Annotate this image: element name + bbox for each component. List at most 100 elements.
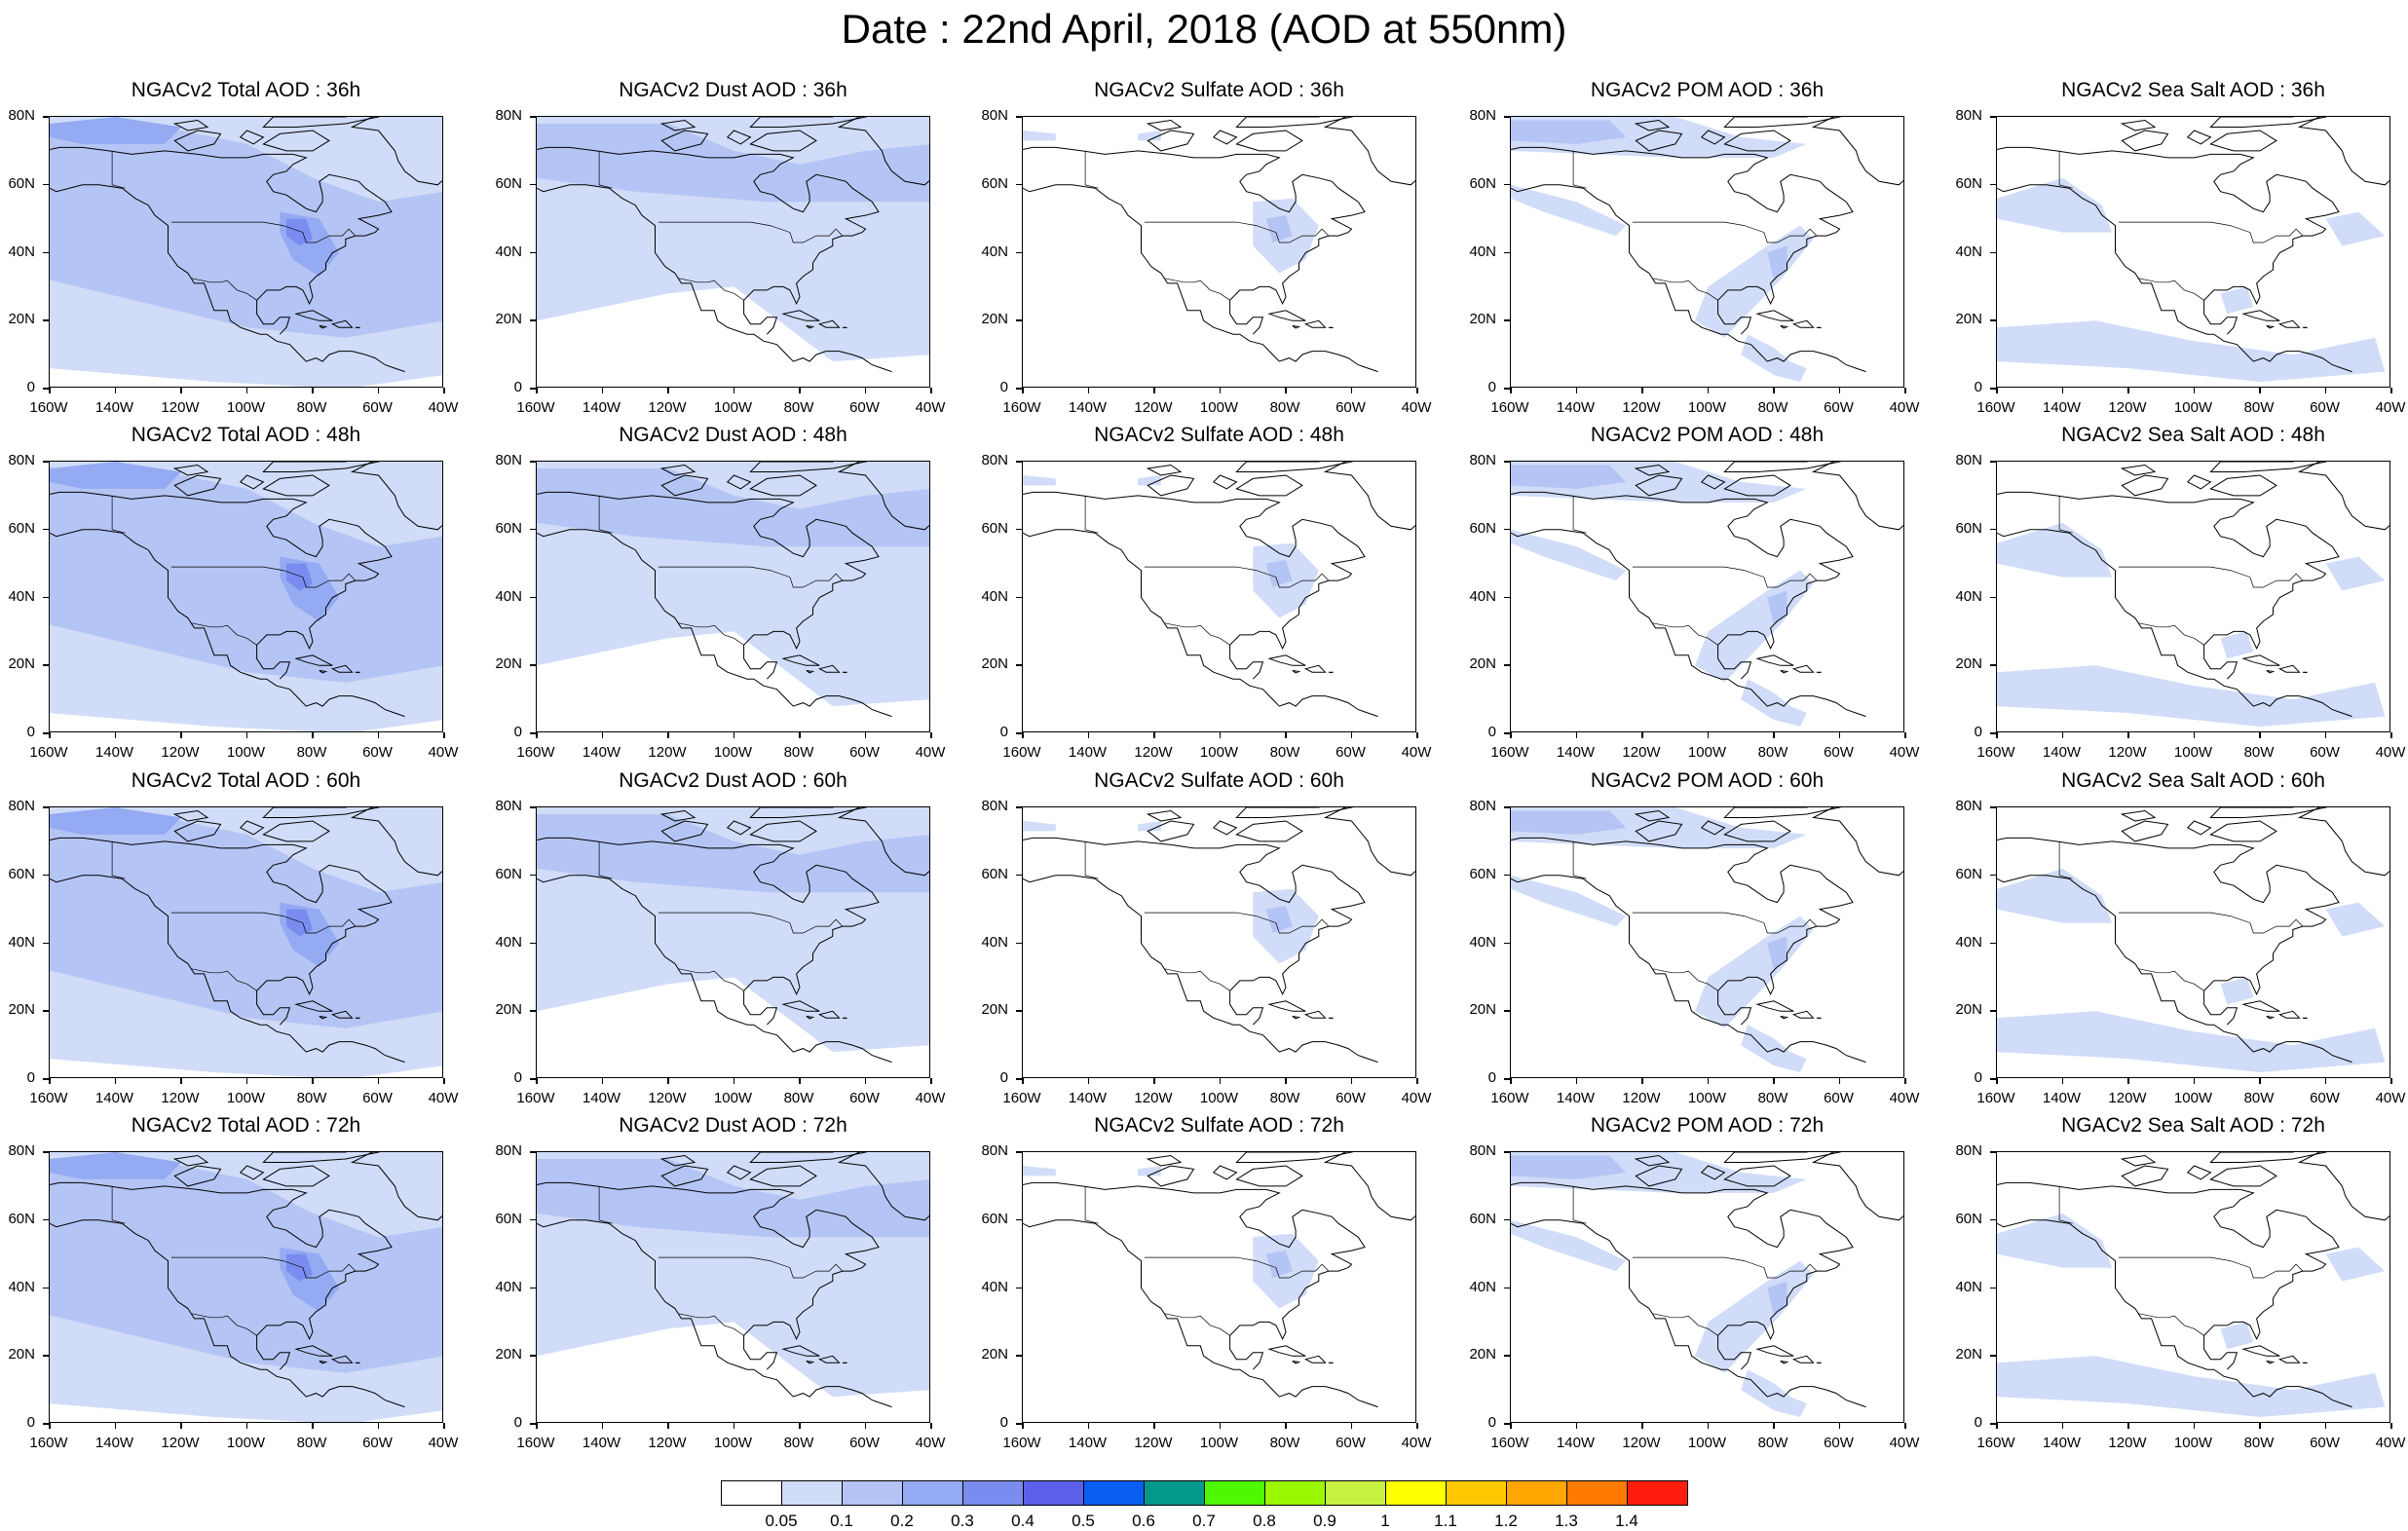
- colorbar-label: 0.4: [1011, 1512, 1035, 1530]
- lon-tick-label: 160W: [1490, 744, 1529, 761]
- lon-tick-label: 40W: [1889, 1090, 1920, 1106]
- island-outline: [726, 474, 752, 490]
- island-outline: [262, 130, 330, 152]
- lon-tick-label: 160W: [1002, 1435, 1041, 1451]
- lon-tick: [733, 1078, 734, 1084]
- coastline: [1023, 146, 1366, 335]
- lat-tick: [1504, 1218, 1510, 1221]
- lon-tick: [49, 1423, 51, 1429]
- lon-tick: [1904, 732, 1906, 738]
- lat-tick-label: 60N: [495, 174, 522, 192]
- island-outline: [294, 654, 333, 666]
- lon-tick: [443, 388, 445, 393]
- lat-tick-label: 40N: [8, 1278, 35, 1295]
- lon-tick: [1087, 732, 1089, 738]
- lat-tick: [1990, 1355, 1996, 1357]
- map-svg: [1023, 462, 1415, 718]
- lon-tick: [1838, 732, 1840, 738]
- lat-tick: [530, 461, 536, 463]
- lon-tick: [1219, 1078, 1221, 1084]
- lat-tick-label: 0: [999, 1069, 1008, 1086]
- lon-tick: [733, 1423, 734, 1429]
- country-border: [1652, 968, 1718, 991]
- aod-field: [2220, 631, 2254, 659]
- map-svg: [50, 462, 442, 731]
- map-svg: [1511, 1152, 1903, 1417]
- aod-field: [1695, 915, 1814, 1028]
- lon-tick: [1641, 1423, 1643, 1429]
- lon-tick: [536, 1423, 538, 1429]
- lon-tick-label: 160W: [516, 399, 555, 416]
- lon-tick: [1219, 1423, 1221, 1429]
- aod-field: [1997, 1356, 2386, 1417]
- lon-tick: [1707, 732, 1709, 738]
- lat-tick: [1504, 806, 1510, 808]
- island-outline: [2241, 310, 2280, 321]
- lat-tick: [530, 1151, 536, 1153]
- panel-title: NGACv2 Sea Salt AOD : 72h: [2061, 1114, 2325, 1137]
- island-outline: [330, 664, 354, 673]
- lon-tick-label: 120W: [161, 399, 200, 416]
- lat-tick: [43, 874, 49, 877]
- country-border: [598, 495, 613, 534]
- lat-tick: [1016, 528, 1022, 531]
- coastline: [50, 1219, 405, 1408]
- lon-tick-label: 120W: [1134, 744, 1173, 761]
- lat-tick: [43, 319, 49, 321]
- lon-tick: [667, 732, 669, 738]
- lat-tick-label: 20N: [1469, 311, 1496, 328]
- lon-tick-label: 140W: [2042, 744, 2082, 761]
- lat-tick-label: 60N: [1955, 1210, 1982, 1227]
- panel-title: NGACv2 POM AOD : 36h: [1590, 79, 1825, 101]
- map-panel: NGACv2 Dust AOD : 48h 80N 60N 40N 20N 0 160W 14…: [495, 424, 945, 761]
- island-outline: [1755, 1345, 1794, 1357]
- island-outline: [1635, 130, 1683, 152]
- aod-field: [50, 468, 442, 683]
- lat-tick-label: 40N: [1469, 933, 1496, 951]
- lon-tick-label: 80W: [296, 1435, 327, 1451]
- aod-field: [1695, 225, 1814, 338]
- lon-tick: [864, 1423, 866, 1429]
- island-outline: [1212, 1165, 1238, 1180]
- island-outline: [1811, 462, 1903, 531]
- island-outline: [2121, 474, 2169, 497]
- lon-tick-label: 100W: [1199, 1090, 1239, 1106]
- map-area: [1022, 806, 1416, 1078]
- lon-tick-label: 140W: [1556, 1435, 1596, 1451]
- map-panel: NGACv2 Sea Salt AOD : 36h 80N 60N 40N 20N 0 16…: [1955, 79, 2405, 416]
- coastline: [537, 146, 880, 335]
- aod-field: [1997, 522, 2113, 578]
- lon-tick-label: 60W: [362, 1435, 393, 1451]
- coastline: [537, 529, 892, 718]
- island-outline: [330, 1355, 354, 1363]
- map-area: [49, 461, 443, 732]
- lon-tick-label: 140W: [94, 744, 134, 761]
- lon-tick: [2061, 388, 2063, 393]
- lat-tick-label: 60N: [8, 865, 35, 882]
- lon-tick-label: 140W: [582, 1435, 621, 1451]
- lat-tick-label: 80N: [1955, 798, 1982, 814]
- lon-tick: [1087, 1078, 1089, 1084]
- lat-tick: [1990, 1010, 1996, 1012]
- aod-field: [1997, 177, 2113, 233]
- colorbar-label: 0.9: [1313, 1512, 1336, 1530]
- map-panel: NGACv2 Dust AOD : 36h 80N 60N 40N 20N 0 160W 14…: [495, 79, 945, 416]
- lon-tick-label: 80W: [1269, 1090, 1300, 1106]
- panel-title: NGACv2 Sulfate AOD : 36h: [1094, 79, 1344, 101]
- lon-tick: [1022, 732, 1024, 738]
- lon-tick-label: 80W: [2243, 1435, 2275, 1451]
- map-panel: NGACv2 POM AOD : 36h 80N 60N 40N 20N 0 160W 140…: [1469, 79, 1919, 416]
- lat-tick-label: 20N: [495, 311, 522, 328]
- map-panel: NGACv2 Sea Salt AOD : 48h 80N 60N 40N 20N 0 16…: [1955, 424, 2405, 761]
- aod-field: [537, 468, 929, 547]
- lat-tick-label: 40N: [981, 243, 1008, 260]
- lat-tick-label: 80N: [1469, 1142, 1496, 1159]
- lon-tick-label: 40W: [1401, 1090, 1432, 1106]
- island-outline: [1780, 670, 1789, 674]
- colorbar-swatch: [1264, 1480, 1326, 1506]
- lon-tick-label: 80W: [1269, 399, 1300, 416]
- aod-field: [286, 563, 313, 591]
- lat-tick: [43, 1151, 49, 1153]
- island-outline: [806, 1016, 815, 1020]
- lat-tick: [1990, 1423, 1996, 1425]
